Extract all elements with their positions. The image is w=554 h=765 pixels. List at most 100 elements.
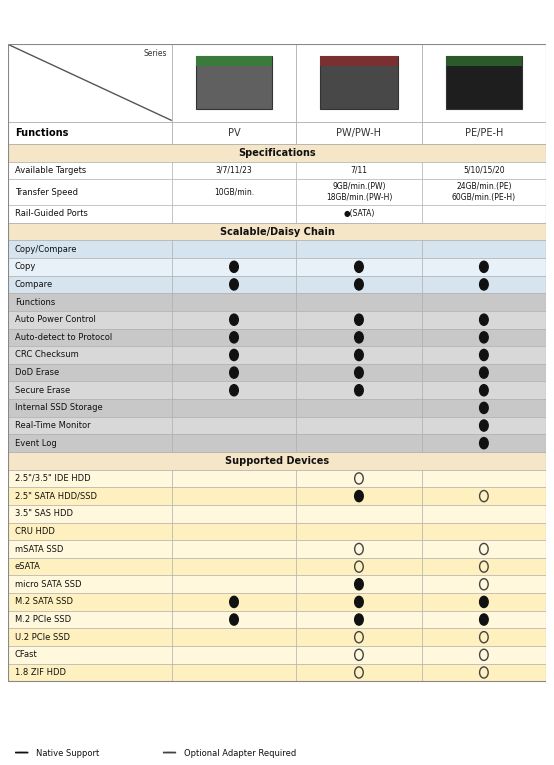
Bar [172,575,296,593]
Bar [422,258,546,275]
Bar [172,522,296,540]
Bar [172,487,296,505]
Bar [172,382,296,399]
Text: Copy/Compare: Copy/Compare [15,245,77,254]
Bar [296,205,422,223]
Bar [422,179,546,205]
Bar [8,505,172,522]
Bar [172,628,296,646]
Bar [8,44,172,122]
Bar [8,435,172,452]
Bar [296,382,422,399]
Text: Internal SSD Storage: Internal SSD Storage [15,403,102,412]
Circle shape [230,385,238,396]
Bar [296,610,422,628]
Bar [172,122,296,144]
Bar [422,505,546,522]
Bar [422,122,546,144]
Bar [8,417,172,435]
Bar [422,311,546,328]
Bar [422,664,546,682]
Bar [8,161,172,179]
Bar [422,44,546,122]
Bar [8,664,172,682]
Text: micro SATA SSD: micro SATA SSD [15,580,81,589]
Circle shape [480,614,488,625]
Bar [296,664,422,682]
Bar [8,646,172,664]
Bar [296,558,422,575]
Bar [296,628,422,646]
Bar [172,161,296,179]
Bar [172,293,296,311]
Bar [172,399,296,417]
Text: ●(SATA): ●(SATA) [343,210,375,218]
Bar [172,558,296,575]
Circle shape [355,314,363,325]
Bar [445,56,522,66]
Circle shape [355,367,363,378]
Circle shape [355,332,363,343]
Bar [8,487,172,505]
Bar [296,575,422,593]
Text: CRU HDD: CRU HDD [15,527,55,535]
Circle shape [355,279,363,290]
Bar [8,293,172,311]
Bar [422,417,546,435]
Circle shape [480,597,488,607]
Bar [296,399,422,417]
Circle shape [480,261,488,272]
Circle shape [355,385,363,396]
Circle shape [480,332,488,343]
Circle shape [230,614,238,625]
Text: PE/PE-H: PE/PE-H [465,128,503,138]
Text: 10GB/min.: 10GB/min. [214,187,254,197]
Bar [422,161,546,179]
Bar [172,664,296,682]
Bar [296,487,422,505]
Bar [296,593,422,610]
Bar [296,646,422,664]
Bar [8,452,546,470]
Circle shape [480,367,488,378]
Text: Auto Power Control: Auto Power Control [15,315,96,324]
Circle shape [480,402,488,414]
Text: M.2 SATA SSD: M.2 SATA SSD [15,597,73,607]
Text: Rail-Guided Ports: Rail-Guided Ports [15,210,88,218]
Bar [422,593,546,610]
Bar [422,487,546,505]
Bar [8,628,172,646]
Bar [296,328,422,347]
Bar [320,56,398,66]
Bar [422,540,546,558]
Text: 3.5" SAS HDD: 3.5" SAS HDD [15,509,73,518]
Circle shape [230,367,238,378]
Bar [8,610,172,628]
Bar [8,347,172,364]
Text: Event Log: Event Log [15,438,57,448]
Circle shape [230,350,238,360]
Bar [296,179,422,205]
Bar [296,470,422,487]
Bar [296,275,422,293]
Bar [296,44,422,122]
Circle shape [355,578,363,590]
Bar [8,122,172,144]
Text: eSATA: eSATA [15,562,40,571]
Bar [8,364,172,382]
Circle shape [355,614,363,625]
Bar [8,575,172,593]
Text: 5/10/15/20: 5/10/15/20 [463,166,505,175]
Bar [172,328,296,347]
Bar [8,275,172,293]
Text: PW/PW-H: PW/PW-H [336,128,382,138]
Bar [296,258,422,275]
Text: 2.5"/3.5" IDE HDD: 2.5"/3.5" IDE HDD [15,474,90,483]
Text: DoD Erase: DoD Erase [15,368,59,377]
Text: Compare: Compare [15,280,53,289]
Text: 9GB/min.(PW)
18GB/min.(PW-H): 9GB/min.(PW) 18GB/min.(PW-H) [326,182,392,202]
Text: U.2 PCIe SSD: U.2 PCIe SSD [15,633,70,642]
Bar [8,328,172,347]
Text: M.2 PCIe SSD: M.2 PCIe SSD [15,615,71,624]
Bar [296,522,422,540]
